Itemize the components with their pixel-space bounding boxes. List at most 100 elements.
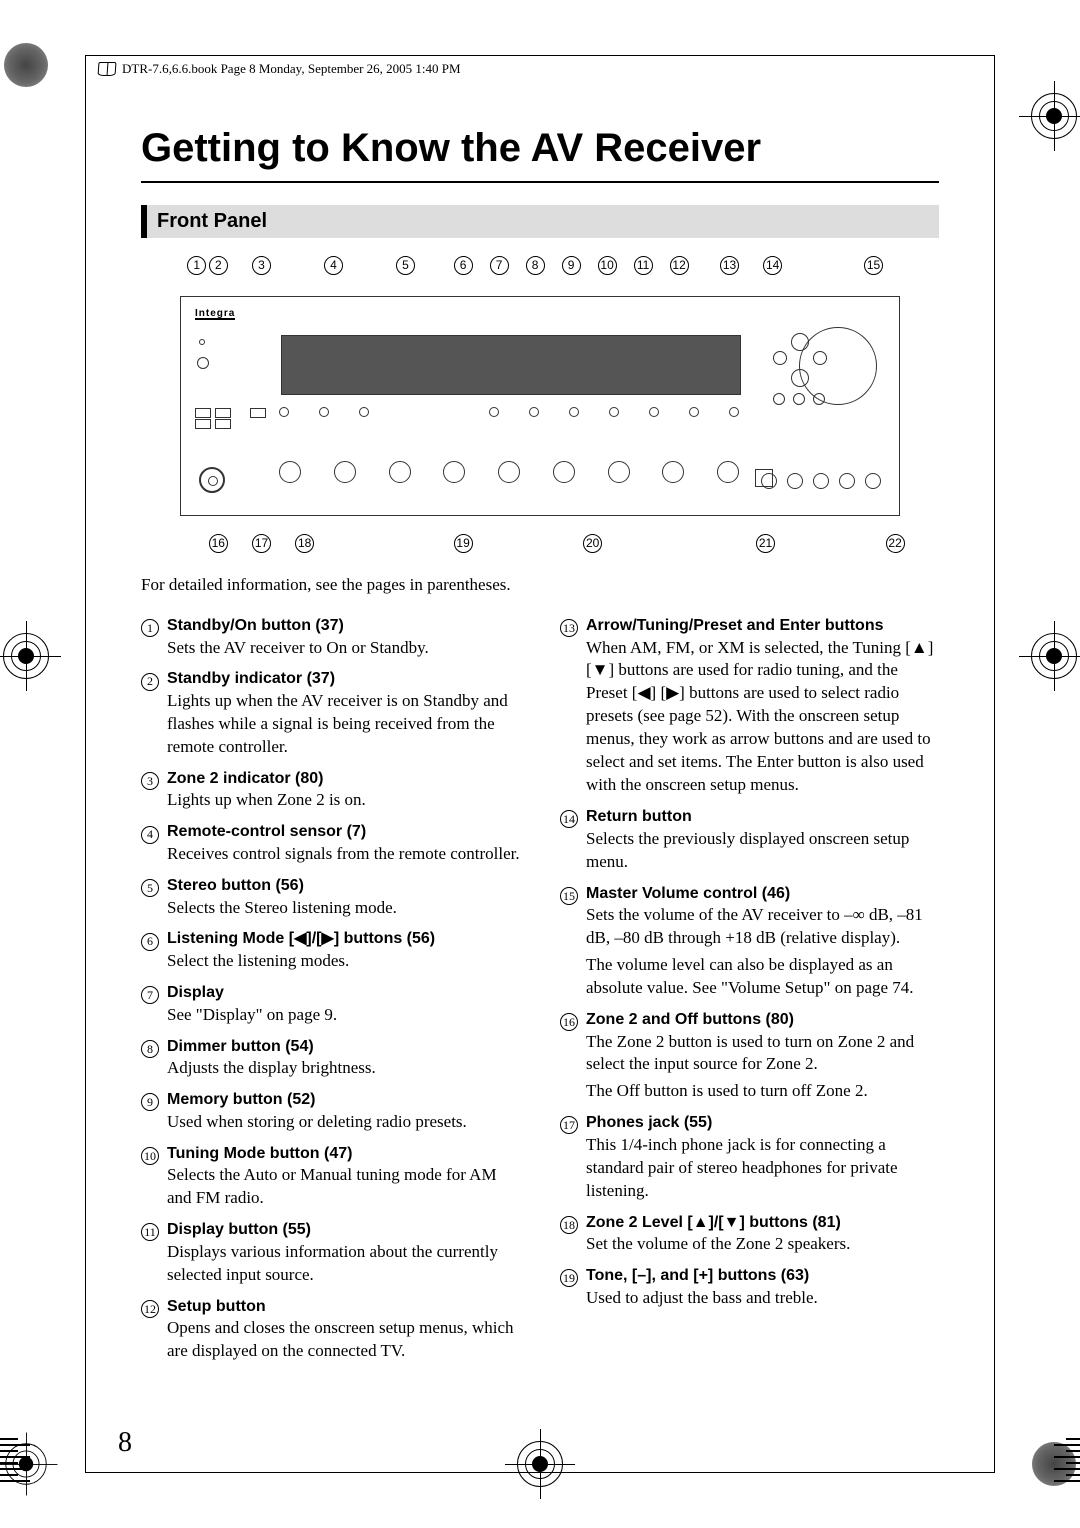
item-4: 4Remote-control sensor (7)Receives contr… [141,821,520,866]
item-number: 9 [141,1093,159,1111]
item-number: 12 [141,1300,159,1318]
item-title: Standby/On button (37) [167,615,344,637]
input-selector-row [279,461,739,489]
callout-6: 6 [454,256,473,275]
callout-8: 8 [526,256,545,275]
page-number: 8 [118,1424,132,1462]
item-number: 17 [560,1116,578,1134]
item-title: Memory button (52) [167,1089,315,1111]
device-display [281,335,741,395]
item-8: 8Dimmer button (54)Adjusts the display b… [141,1036,520,1081]
item-16: 16Zone 2 and Off buttons (80)The Zone 2 … [560,1009,939,1103]
master-volume-knob [799,327,877,405]
item-number: 19 [560,1269,578,1287]
lead-text: For detailed information, see the pages … [141,574,939,597]
item-number: 8 [141,1040,159,1058]
callout-2: 2 [209,256,228,275]
callout-21: 21 [756,534,775,553]
item-title: Dimmer button (54) [167,1036,314,1058]
item-5: 5Stereo button (56)Selects the Stereo li… [141,875,520,920]
item-number: 7 [141,986,159,1004]
document-header: DTR-7.6,6.6.book Page 8 Monday, Septembe… [98,60,461,78]
item-number: 4 [141,826,159,844]
standby-led [199,339,205,345]
item-13: 13 Arrow/Tuning/Preset and Enter buttonsW… [560,615,939,797]
item-description: Lights up when Zone 2 is on. [167,789,520,812]
phones-jack-icon [199,467,225,493]
item-title: Zone 2 Level [▲]/[▼] buttons (81) [586,1212,841,1234]
item-19: 19Tone, [–], and [+] buttons (63)Used to… [560,1265,939,1310]
item-title: Display button (55) [167,1219,311,1241]
header-text: DTR-7.6,6.6.book Page 8 Monday, Septembe… [122,60,461,78]
callout-12: 12 [670,256,689,275]
callout-17: 17 [252,534,271,553]
book-icon [98,62,117,76]
item-description: Used when storing or deleting radio pres… [167,1111,520,1134]
item-description: Select the listening modes. [167,950,520,973]
callout-14: 14 [763,256,782,275]
item-description: Sets the AV receiver to On or Standby. [167,637,520,660]
crop-mark-top-right [1028,90,1080,142]
item-description: Receives control signals from the remote… [167,843,520,866]
item-number: 3 [141,772,159,790]
item-title: Tuning Mode button (47) [167,1143,352,1165]
callout-9: 9 [562,256,581,275]
item-title: Zone 2 and Off buttons (80) [586,1009,794,1031]
item-title: Display [167,982,224,1004]
item-title: Master Volume control (46) [586,883,790,905]
callout-13: 13 [720,256,739,275]
item-10: 10Tuning Mode button (47)Selects the Aut… [141,1143,520,1210]
standby-button [197,357,209,369]
page-frame: DTR-7.6,6.6.book Page 8 Monday, Septembe… [85,55,995,1473]
crop-mark-top-left [0,39,52,91]
item-11: 11Display button (55)Displays various in… [141,1219,520,1286]
zone2-level [195,413,231,436]
item-title: Standby indicator (37) [167,668,335,690]
item-number: 18 [560,1216,578,1234]
item-number: 1 [141,619,159,637]
item-title: Return button [586,806,692,828]
section-heading: Front Panel [141,205,939,238]
item-number: 14 [560,810,578,828]
item-description: See "Display" on page 9. [167,1004,520,1027]
item-number: 15 [560,887,578,905]
item-description: The Zone 2 button is used to turn on Zon… [586,1031,939,1104]
callout-5: 5 [396,256,415,275]
item-2: 2Standby indicator (37)Lights up when th… [141,668,520,758]
bottom-callout-row: 16171819202122 [180,534,900,556]
item-description: Used to adjust the bass and treble. [586,1287,939,1310]
page-title: Getting to Know the AV Receiver [141,121,939,183]
item-17: 17Phones jack (55)This 1/4-inch phone ja… [560,1112,939,1202]
item-number: 2 [141,673,159,691]
item-description: Displays various information about the c… [167,1241,520,1287]
aux-jacks [761,473,881,489]
right-column: 13 Arrow/Tuning/Preset and Enter buttonsW… [560,615,939,1372]
callout-1: 1 [187,256,206,275]
crop-mark-bottom-right [1028,1438,1080,1490]
callout-11: 11 [634,256,653,275]
item-title: Arrow/Tuning/Preset and Enter buttons [586,615,884,637]
item-15: 15Master Volume control (46)Sets the vol… [560,883,939,1000]
item-description: Selects the Auto or Manual tuning mode f… [167,1164,520,1210]
callout-20: 20 [583,534,602,553]
device-logo: Integra [195,307,235,320]
item-14: 14Return buttonSelects the previously di… [560,806,939,873]
callout-19: 19 [454,534,473,553]
item-number: 6 [141,933,159,951]
front-panel-diagram: 123456789101112131415 Integra [180,256,900,556]
item-description: When AM, FM, or XM is selected, the Tuni… [586,637,939,798]
callout-3: 3 [252,256,271,275]
item-number: 13 [560,619,578,637]
crop-mark-mid-left [0,630,52,682]
callout-22: 22 [886,534,905,553]
callout-4: 4 [324,256,343,275]
crop-mark-mid-right [1028,630,1080,682]
callout-10: 10 [598,256,617,275]
crop-mark-bottom-left [0,1438,52,1490]
item-title: Setup button [167,1296,266,1318]
item-18: 18Zone 2 Level [▲]/[▼] buttons (81)Set t… [560,1212,939,1257]
item-3: 3 Zone 2 indicator (80)Lights up when Zon… [141,768,520,813]
item-number: 5 [141,879,159,897]
item-7: 7 DisplaySee "Display" on page 9. [141,982,520,1027]
item-title: Zone 2 indicator (80) [167,768,323,790]
